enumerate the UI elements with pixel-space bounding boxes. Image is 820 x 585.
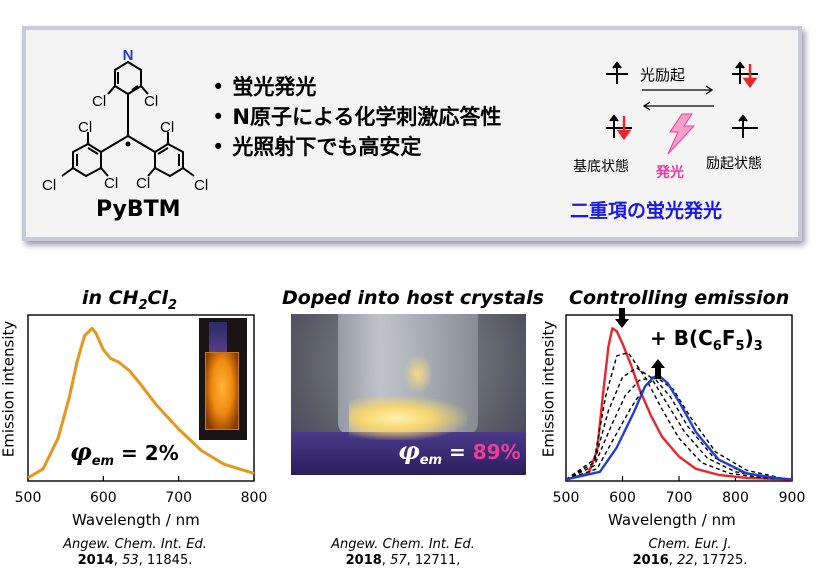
x-tick-label: 700 [666,490,693,506]
series-line-dashed [565,352,793,481]
feature-item: • 光照射下でも高安定 [212,132,501,162]
x-axis-label-right: Wavelength / nm [608,511,736,529]
cl-label: Cl [160,119,174,136]
x-tick-label: 500 [553,490,580,506]
x-tick-label: 700 [165,490,192,506]
bullet-mark: • [212,135,225,159]
cuvette-photo [199,318,247,440]
quantum-yield-middle: φem = 89% [398,436,521,468]
cl-label: Cl [78,119,92,136]
x-tick-label: 800 [241,490,268,506]
panel-title-left: in CH2Cl2 [82,287,178,313]
feature-text: N原子による化学刺激応答性 [232,105,502,129]
panel-title-middle: Doped into host crystals [282,287,544,309]
cl-label: Cl [144,93,158,110]
x-tick-label: 500 [15,490,42,506]
x-tick-label: 600 [90,490,117,506]
arrow-up-icon [651,359,665,379]
x-tick-label: 600 [609,490,636,506]
cl-label: Cl [136,175,150,192]
x-axis-label-left: Wavelength / nm [72,511,200,529]
bullet-mark: • [212,75,225,99]
cl-label: Cl [194,177,208,194]
reference-left: Angew. Chem. Int. Ed. 2014, 53, 11845. [63,537,207,568]
crystal-vial-photo [291,314,526,475]
doublet-scheme [606,61,758,155]
feature-list: • 蛍光発光 • N原子による化学刺激応答性 • 光照射下でも高安定 [212,72,501,162]
plot-frame [27,314,255,482]
pybtm-structure: N Cl Cl Cl Cl Cl Cl Cl Cl [42,47,208,194]
y-axis-label-right: Emission intensity [539,320,558,458]
emission-label: 発光 [656,165,684,181]
ground-state-label: 基底状態 [573,159,629,175]
feature-text: 蛍光発光 [232,75,317,99]
compound-name: PyBTM [96,197,181,222]
bullet-mark: • [212,105,225,129]
feature-text: 光照射下でも高安定 [232,135,422,159]
y-axis-label-left: Emission intensity [0,320,18,458]
spectrum-chart-right: 500 600 700 800 900 [553,308,806,506]
spectrum-chart-left: 500 600 700 800 [15,314,268,506]
cl-label: Cl [92,93,106,110]
series-line [565,374,793,481]
n-label: N [123,47,134,64]
reagent-label: + B(C6F5)3 [650,326,763,354]
series-line-dashed [565,376,793,481]
series-line [27,326,255,480]
series-line [565,327,793,481]
feature-item: • N原子による化学刺激応答性 [212,102,501,132]
panel-title-right: Controlling emission [569,287,790,309]
excite-label: 光励起 [640,66,686,84]
excited-state-label: 励起状態 [706,156,762,172]
lightning-icon [667,113,696,155]
reference-right: Chem. Eur. J. 2016, 22, 17725. [632,537,748,568]
x-tick-label: 900 [779,490,806,506]
x-tick-label: 800 [722,490,749,506]
summary-panel [22,26,802,241]
quantum-yield-left: φem = 2% [70,437,179,469]
reference-middle: Angew. Chem. Int. Ed. 2018, 57, 12711, [331,537,475,568]
feature-item: • 蛍光発光 [212,72,501,102]
cl-label: Cl [42,177,56,194]
doublet-title: 二重項の蛍光発光 [570,200,723,222]
cl-label: Cl [104,175,118,192]
arrow-down-icon [615,308,629,328]
series-line-dashed [565,367,793,481]
